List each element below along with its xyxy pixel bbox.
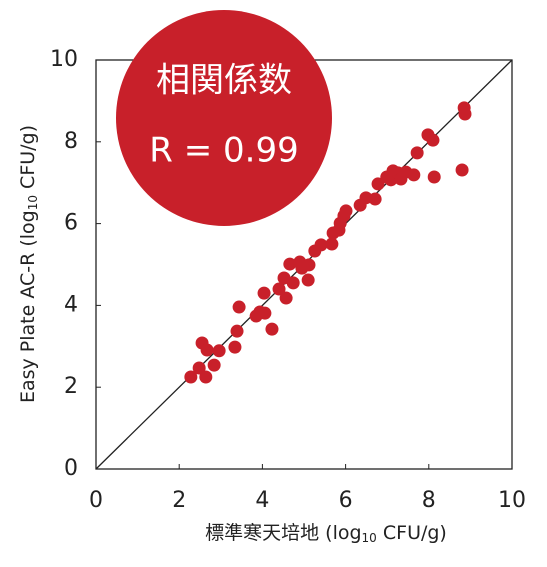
point <box>325 237 339 251</box>
x-tick-label: 4 <box>255 488 269 513</box>
y-axis-label: Easy Plate AC-R (log10 CFU/g) <box>17 125 40 403</box>
point <box>192 361 206 375</box>
point <box>410 146 424 160</box>
x-label-part: 標準寒天培地 (log <box>205 522 361 544</box>
y-tick-label: 2 <box>64 374 78 399</box>
point <box>301 273 315 287</box>
plot-area: 0 2 4 6 8 10 0 2 4 6 8 10 <box>50 47 526 513</box>
point <box>339 204 353 218</box>
y-tick-label: 6 <box>64 211 78 236</box>
annotation-title: 相関係数 <box>156 61 292 101</box>
point <box>286 276 300 290</box>
y-label-part: CFU/g) <box>17 125 39 195</box>
x-tick-label: 0 <box>89 488 103 513</box>
point <box>258 306 272 320</box>
point <box>230 324 244 338</box>
x-tick-label: 10 <box>498 488 526 513</box>
annotation-text: R = 0.99 <box>149 131 298 171</box>
point <box>314 238 328 252</box>
point <box>272 282 286 296</box>
y-tick-label: 8 <box>64 129 78 154</box>
point <box>368 192 382 206</box>
point <box>283 257 297 271</box>
annotation-circle <box>116 10 332 226</box>
point <box>407 168 421 182</box>
y-label-sub: 10 <box>26 195 40 210</box>
point <box>371 177 385 191</box>
point <box>199 370 213 384</box>
point <box>184 370 198 384</box>
point <box>257 286 271 300</box>
x-tick-label: 8 <box>422 488 436 513</box>
x-label-part: CFU/g) <box>377 522 447 544</box>
y-tick-label: 0 <box>64 456 78 481</box>
point <box>426 133 440 147</box>
point <box>228 340 242 354</box>
y-label-part: Easy Plate AC-R (log <box>17 210 39 403</box>
x-tick-label: 6 <box>339 488 353 513</box>
y-tick-label: 4 <box>64 292 78 317</box>
point <box>200 343 214 357</box>
point <box>427 170 441 184</box>
x-axis-label: 標準寒天培地 (log10 CFU/g) <box>205 522 447 545</box>
point <box>232 300 246 314</box>
point <box>207 358 221 372</box>
point <box>212 344 226 358</box>
point <box>455 163 469 177</box>
point <box>302 258 316 272</box>
point <box>279 291 293 305</box>
point <box>265 322 279 336</box>
x-label-sub: 10 <box>362 531 377 545</box>
x-tick-label: 2 <box>172 488 186 513</box>
y-tick-label: 10 <box>50 47 78 72</box>
point <box>458 107 472 121</box>
